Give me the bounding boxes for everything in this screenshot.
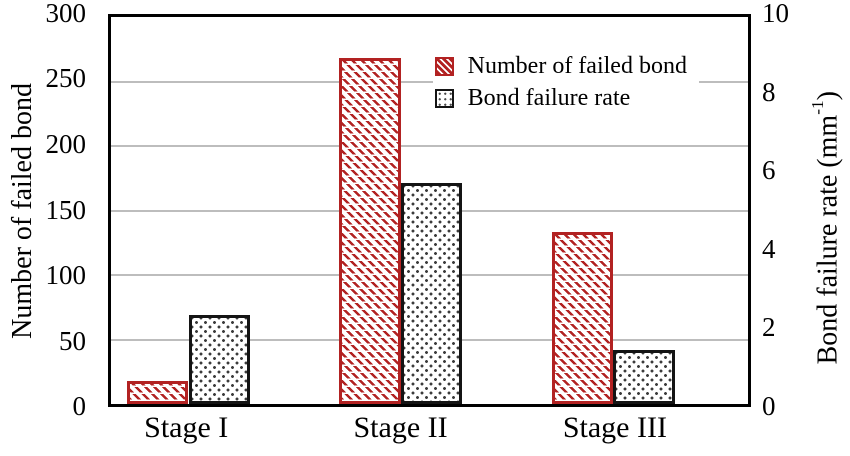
legend-item-failure-rate: Bond failure rate	[434, 85, 687, 112]
legend-item-failed-bond: Number of failed bond	[434, 53, 687, 80]
right-axis-tick-8: 8	[762, 76, 776, 107]
left-axis-tick-150: 150	[45, 194, 87, 225]
left-axis-tick-0: 0	[72, 390, 87, 421]
failed-bond-hatch-swatch-icon	[434, 56, 454, 76]
left-axis-tick-50: 50	[59, 325, 86, 356]
x-label-stage-3: Stage III	[562, 411, 667, 444]
legend-label-failed-bond: Number of failed bond	[467, 53, 687, 80]
x-axis-labels: Stage I Stage II Stage III	[108, 411, 751, 455]
failure-rate-dot-swatch-icon	[434, 88, 454, 108]
right-axis-ticks: 0 2 4 6 8 10	[758, 0, 818, 419]
plot-area: Number of failed bond Bond failure rate	[108, 14, 751, 407]
bar-failure-rate-stage-3	[613, 349, 675, 404]
bar-failure-rate-stage-1	[188, 315, 251, 404]
right-axis-tick-6: 6	[762, 155, 776, 186]
x-label-stage-2: Stage II	[353, 411, 448, 444]
left-axis-tick-250: 250	[45, 63, 87, 94]
right-axis-title-text: Bond failure rate (mm-1)	[807, 91, 844, 365]
bar-failed-bond-stage-1	[126, 380, 189, 404]
right-axis-tick-4: 4	[762, 233, 776, 264]
bar-failure-rate-stage-2	[400, 183, 463, 404]
right-axis-tick-0: 0	[762, 390, 776, 421]
right-axis-tick-10: 10	[762, 0, 789, 28]
x-label-stage-1: Stage I	[144, 411, 229, 444]
gridline-200	[111, 145, 748, 148]
gridline-250	[111, 80, 748, 83]
right-axis-tick-2: 2	[762, 312, 776, 343]
left-axis-tick-100: 100	[45, 259, 87, 290]
left-axis-tick-300: 300	[45, 0, 87, 28]
left-axis-ticks: 0 50 100 150 200 250 300	[0, 0, 98, 419]
bar-failed-bond-stage-3	[551, 232, 614, 404]
bar-failed-bond-stage-2	[339, 58, 401, 404]
legend: Number of failed bond Bond failure rate	[432, 44, 699, 121]
legend-label-failure-rate: Bond failure rate	[467, 85, 631, 112]
right-axis-title: Bond failure rate (mm-1)	[802, 0, 850, 456]
left-axis-tick-200: 200	[45, 128, 87, 159]
